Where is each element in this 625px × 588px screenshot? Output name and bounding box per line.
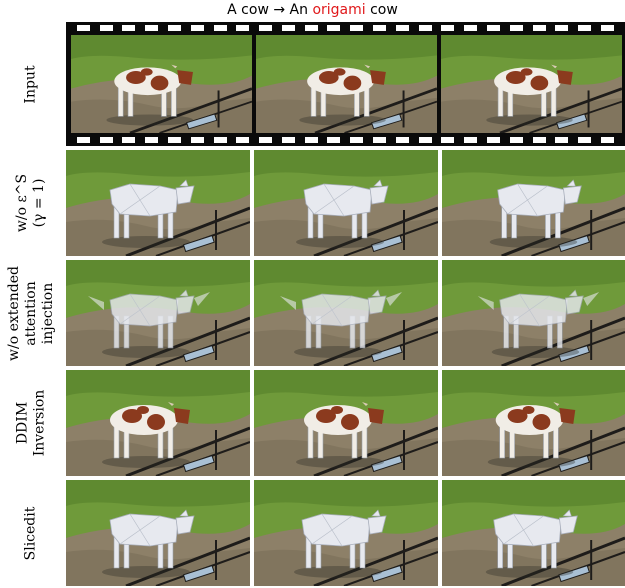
label-line: (γ = 1) <box>31 178 47 228</box>
label-line: w/o extended <box>5 265 22 361</box>
row-ddim <box>66 370 625 476</box>
slicedit-frame-2 <box>254 480 438 586</box>
row-no-eps <box>66 150 625 256</box>
cow-figure <box>487 402 576 468</box>
label-line: DDIM <box>14 401 31 445</box>
frame-scene <box>66 370 250 476</box>
ddim-frame-1 <box>66 370 250 476</box>
cow-figure <box>486 64 573 126</box>
slicedit-frame-1 <box>66 480 250 586</box>
cow-figure <box>299 64 386 126</box>
frame-scene <box>442 150 625 256</box>
row-label-input: Input <box>0 22 62 146</box>
frame-scene <box>66 150 250 256</box>
no-attention-frame-2 <box>254 260 438 366</box>
frame-scene <box>254 480 438 586</box>
no-eps-frame-2 <box>254 150 438 256</box>
figure-title: A cow → An origami cow <box>0 2 625 18</box>
label-line: Inversion <box>31 389 48 457</box>
frame-scene <box>66 260 250 366</box>
frame-scene <box>254 260 438 366</box>
cow-figure <box>106 64 193 126</box>
label-line: attention <box>22 280 39 346</box>
cow-figure <box>296 179 389 248</box>
frame-scene <box>66 480 250 586</box>
frame-scene <box>71 35 252 133</box>
no-attention-frame-3 <box>442 260 625 366</box>
label-line: w/o ε^S <box>14 173 30 233</box>
input-frame-1 <box>71 35 252 133</box>
cow-figure <box>102 402 190 468</box>
frame-scene <box>442 260 625 366</box>
sprocket-holes-top <box>66 25 625 31</box>
row-label-ddim: DDIM Inversion <box>0 370 62 476</box>
cow-figure <box>477 289 600 358</box>
row-no-attention <box>66 260 625 366</box>
title-highlight: origami <box>312 2 366 18</box>
ddim-frame-3 <box>442 370 625 476</box>
row-label-no-attention: w/o extended attention injection <box>0 260 62 366</box>
frame-scene <box>442 370 625 476</box>
no-attention-frame-1 <box>66 260 250 366</box>
cow-figure <box>102 509 195 578</box>
frame-scene <box>256 35 437 133</box>
frame-scene <box>442 480 625 586</box>
frame-scene <box>254 150 438 256</box>
row-label-slicedit: Slicedit <box>0 480 62 586</box>
frame-scene <box>441 35 622 133</box>
input-frame-3 <box>441 35 622 133</box>
ddim-frame-2 <box>254 370 438 476</box>
cow-figure <box>88 289 210 358</box>
no-eps-frame-1 <box>66 150 250 256</box>
frame-scene <box>254 370 438 476</box>
slicedit-frame-3 <box>442 480 625 586</box>
cow-figure <box>294 509 387 578</box>
cow-figure <box>102 179 195 248</box>
row-label-no-eps: w/o ε^S (γ = 1) <box>0 150 62 256</box>
title-prefix: A cow → An <box>227 2 313 18</box>
input-frame-2 <box>256 35 437 133</box>
row-slicedit <box>66 480 625 586</box>
input-filmstrip <box>66 22 625 146</box>
title-suffix: cow <box>365 2 398 18</box>
label-line: Slicedit <box>22 506 39 560</box>
cow-figure <box>489 179 582 248</box>
label-line: injection <box>39 282 56 344</box>
no-eps-frame-3 <box>442 150 625 256</box>
cow-figure <box>280 289 402 358</box>
sprocket-holes-bottom <box>66 137 625 143</box>
cow-figure <box>296 402 384 468</box>
cow-figure <box>485 509 578 578</box>
label-line: Input <box>22 64 39 104</box>
